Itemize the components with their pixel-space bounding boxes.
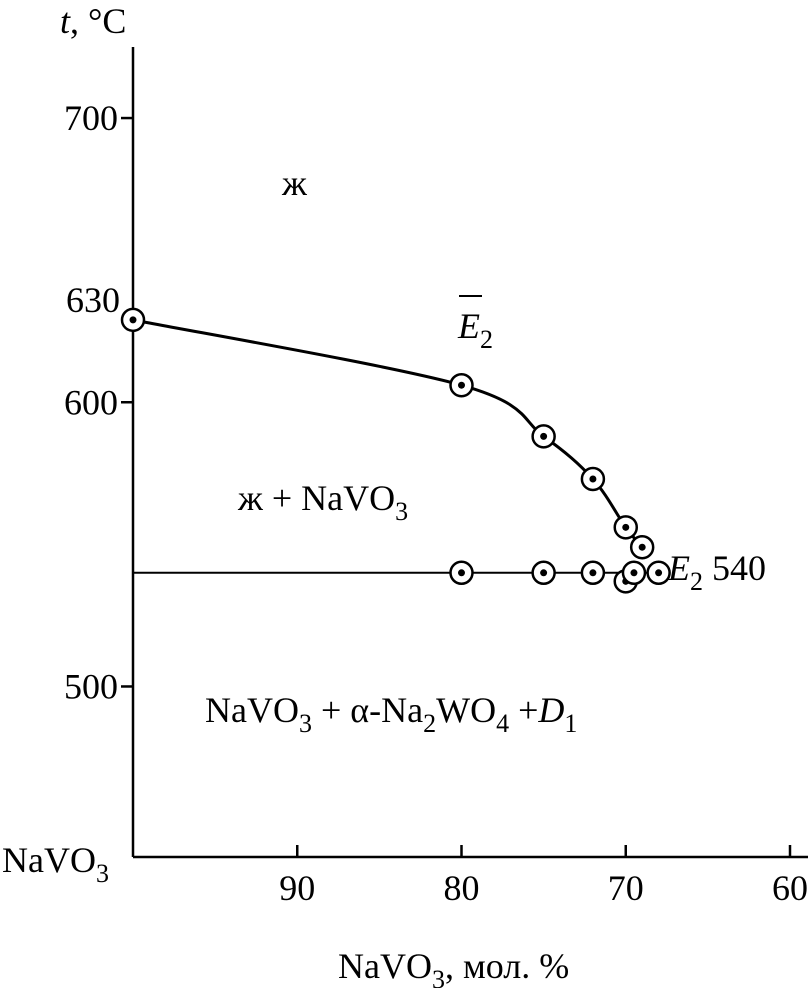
x-tick-label: 80: [444, 868, 480, 908]
data-point: [531, 424, 556, 449]
text-part: , мол. %: [445, 946, 569, 986]
point-dot: [630, 569, 638, 577]
data-point: [120, 307, 146, 333]
data-point: [580, 560, 606, 586]
point-dot: [458, 569, 465, 577]
annotation: E2 540: [667, 548, 766, 596]
data-point: [613, 515, 638, 540]
text-part: 3: [432, 965, 445, 988]
annotation: ж: [281, 163, 308, 203]
data-point: [646, 560, 671, 586]
text-part: 4: [496, 709, 509, 738]
text-part: ж + NaVO: [237, 478, 395, 518]
point-dot: [540, 432, 548, 440]
text-part: 1: [564, 709, 577, 738]
text-part: t: [60, 1, 71, 41]
text-part: , °C: [70, 1, 126, 41]
point-dot: [129, 316, 137, 324]
text-part: 3: [299, 709, 312, 738]
point-dot: [638, 543, 646, 551]
text-part: + α-Na: [312, 690, 423, 730]
x-tick-label: 70: [608, 868, 644, 908]
text-part: NaVO: [2, 840, 96, 880]
y-marked-label: 630: [66, 280, 120, 320]
text-part: NaVO: [338, 946, 432, 986]
origin-label: NaVO3: [2, 840, 109, 888]
x-axis-label: NaVO3, мол. %: [338, 946, 569, 988]
point-dot: [655, 569, 663, 577]
text-part: ж: [281, 163, 308, 203]
y-axis-label: t, °C: [60, 1, 126, 41]
text-part: 3: [395, 497, 408, 526]
text-part: 3: [96, 859, 109, 888]
data-point: [580, 466, 606, 492]
data-point: [621, 560, 647, 586]
text-part: 2: [690, 567, 703, 596]
point-dot: [589, 569, 597, 577]
x-tick-label: 90: [279, 868, 315, 908]
point-dot: [540, 569, 548, 577]
text-part: +: [509, 690, 538, 730]
y-tick-label: 500: [64, 666, 118, 706]
y-tick-label: 700: [64, 98, 118, 138]
point-dot: [622, 523, 630, 531]
text-part: WO: [436, 690, 496, 730]
annotation: ж + NaVO3: [237, 478, 408, 526]
text-part: 540: [703, 548, 766, 588]
text-part: 2: [423, 709, 436, 738]
x-tick-label: 60: [772, 868, 808, 908]
point-dot: [589, 475, 597, 483]
text-part: E: [667, 548, 690, 588]
data-point: [531, 560, 556, 586]
annotation: E2: [457, 306, 493, 354]
text-part: D: [537, 690, 564, 730]
data-point: [449, 372, 474, 398]
y-tick-label: 600: [64, 382, 118, 422]
text-part: NaVO: [205, 690, 299, 730]
point-dot: [458, 381, 465, 389]
text-part: 2: [480, 325, 493, 354]
data-point: [449, 560, 474, 586]
data-point: [629, 534, 655, 560]
annotation: NaVO3 + α-Na2WO4 +D1: [205, 690, 577, 738]
text-part: E: [457, 306, 480, 346]
